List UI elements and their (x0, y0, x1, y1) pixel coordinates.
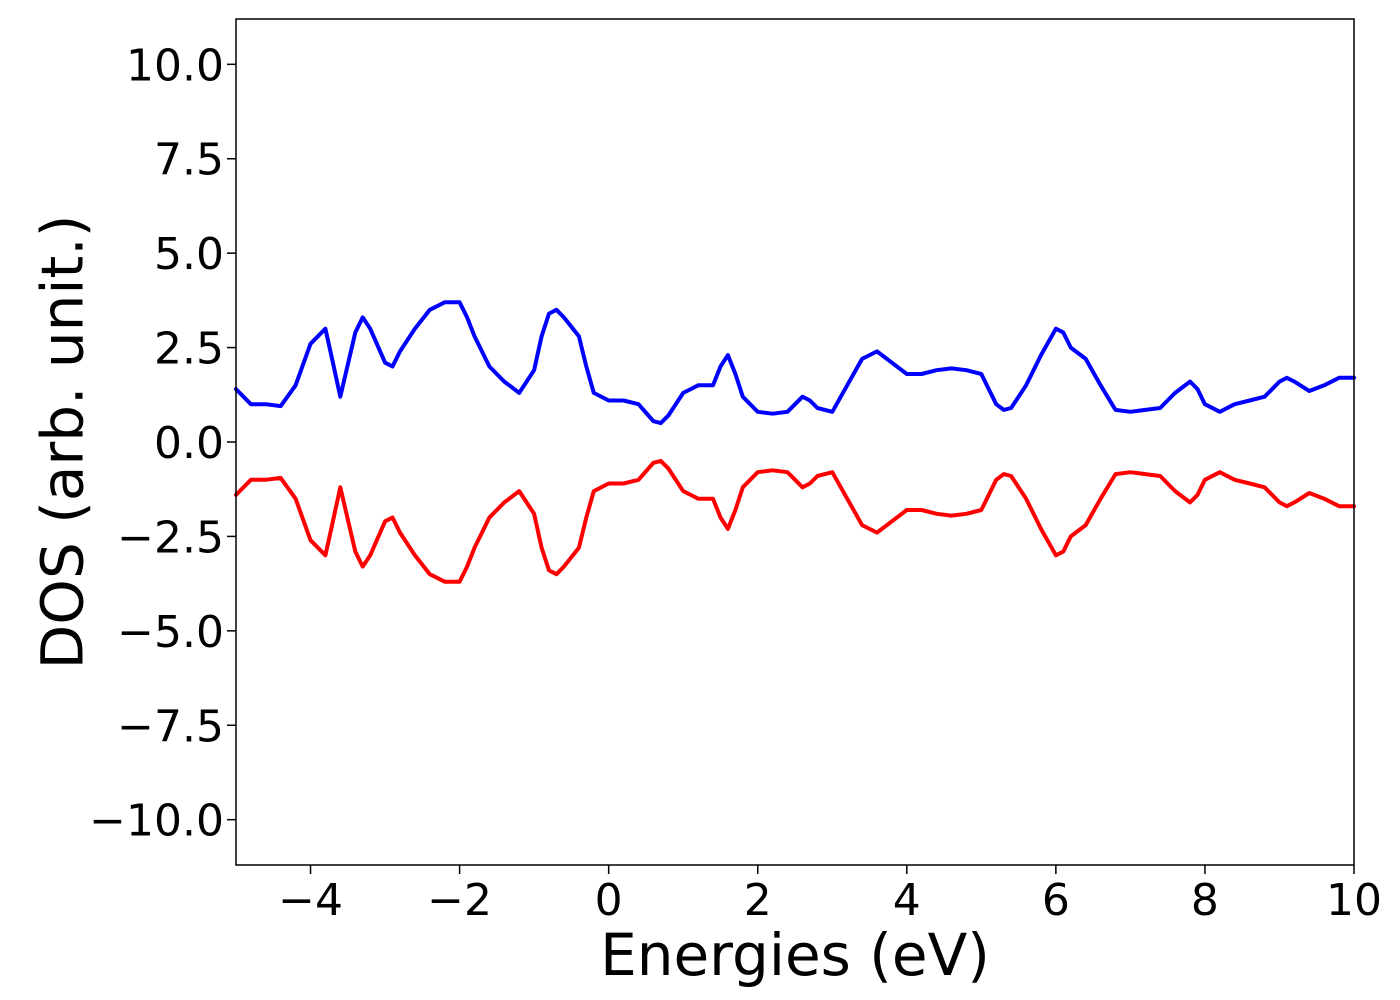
y-tick-label: 10.0 (126, 40, 224, 91)
y-axis-label: DOS (arb. unit.) (28, 215, 96, 670)
x-tick-label: 4 (893, 875, 921, 926)
y-tick-label: 2.5 (154, 324, 224, 375)
x-tick-label: −2 (427, 875, 492, 926)
y-tick-label: 5.0 (154, 229, 224, 280)
series-line-1 (234, 300, 1356, 426)
x-axis-ticks: −4 −2 0 2 4 6 8 10 (278, 865, 1382, 926)
x-tick-label: 10 (1326, 875, 1382, 926)
series-line-2 (234, 458, 1356, 584)
y-tick-label: −7.5 (117, 701, 224, 752)
x-tick-label: 0 (595, 875, 623, 926)
y-tick-label: −10.0 (89, 796, 224, 847)
x-axis-label: Energies (eV) (600, 921, 990, 989)
x-tick-label: 2 (744, 875, 772, 926)
y-tick-label: 0.0 (154, 418, 224, 469)
y-tick-label: 7.5 (154, 135, 224, 186)
x-tick-label: 6 (1042, 875, 1070, 926)
y-tick-label: −5.0 (117, 607, 224, 658)
x-tick-label: −4 (278, 875, 343, 926)
x-tick-label: 8 (1191, 875, 1219, 926)
series-layer (234, 300, 1356, 584)
y-axis-ticks: 10.0 7.5 5.0 2.5 0.0 −2.5 −5.0 −7.5 −10.0 (89, 40, 236, 847)
y-tick-label: −2.5 (117, 512, 224, 563)
